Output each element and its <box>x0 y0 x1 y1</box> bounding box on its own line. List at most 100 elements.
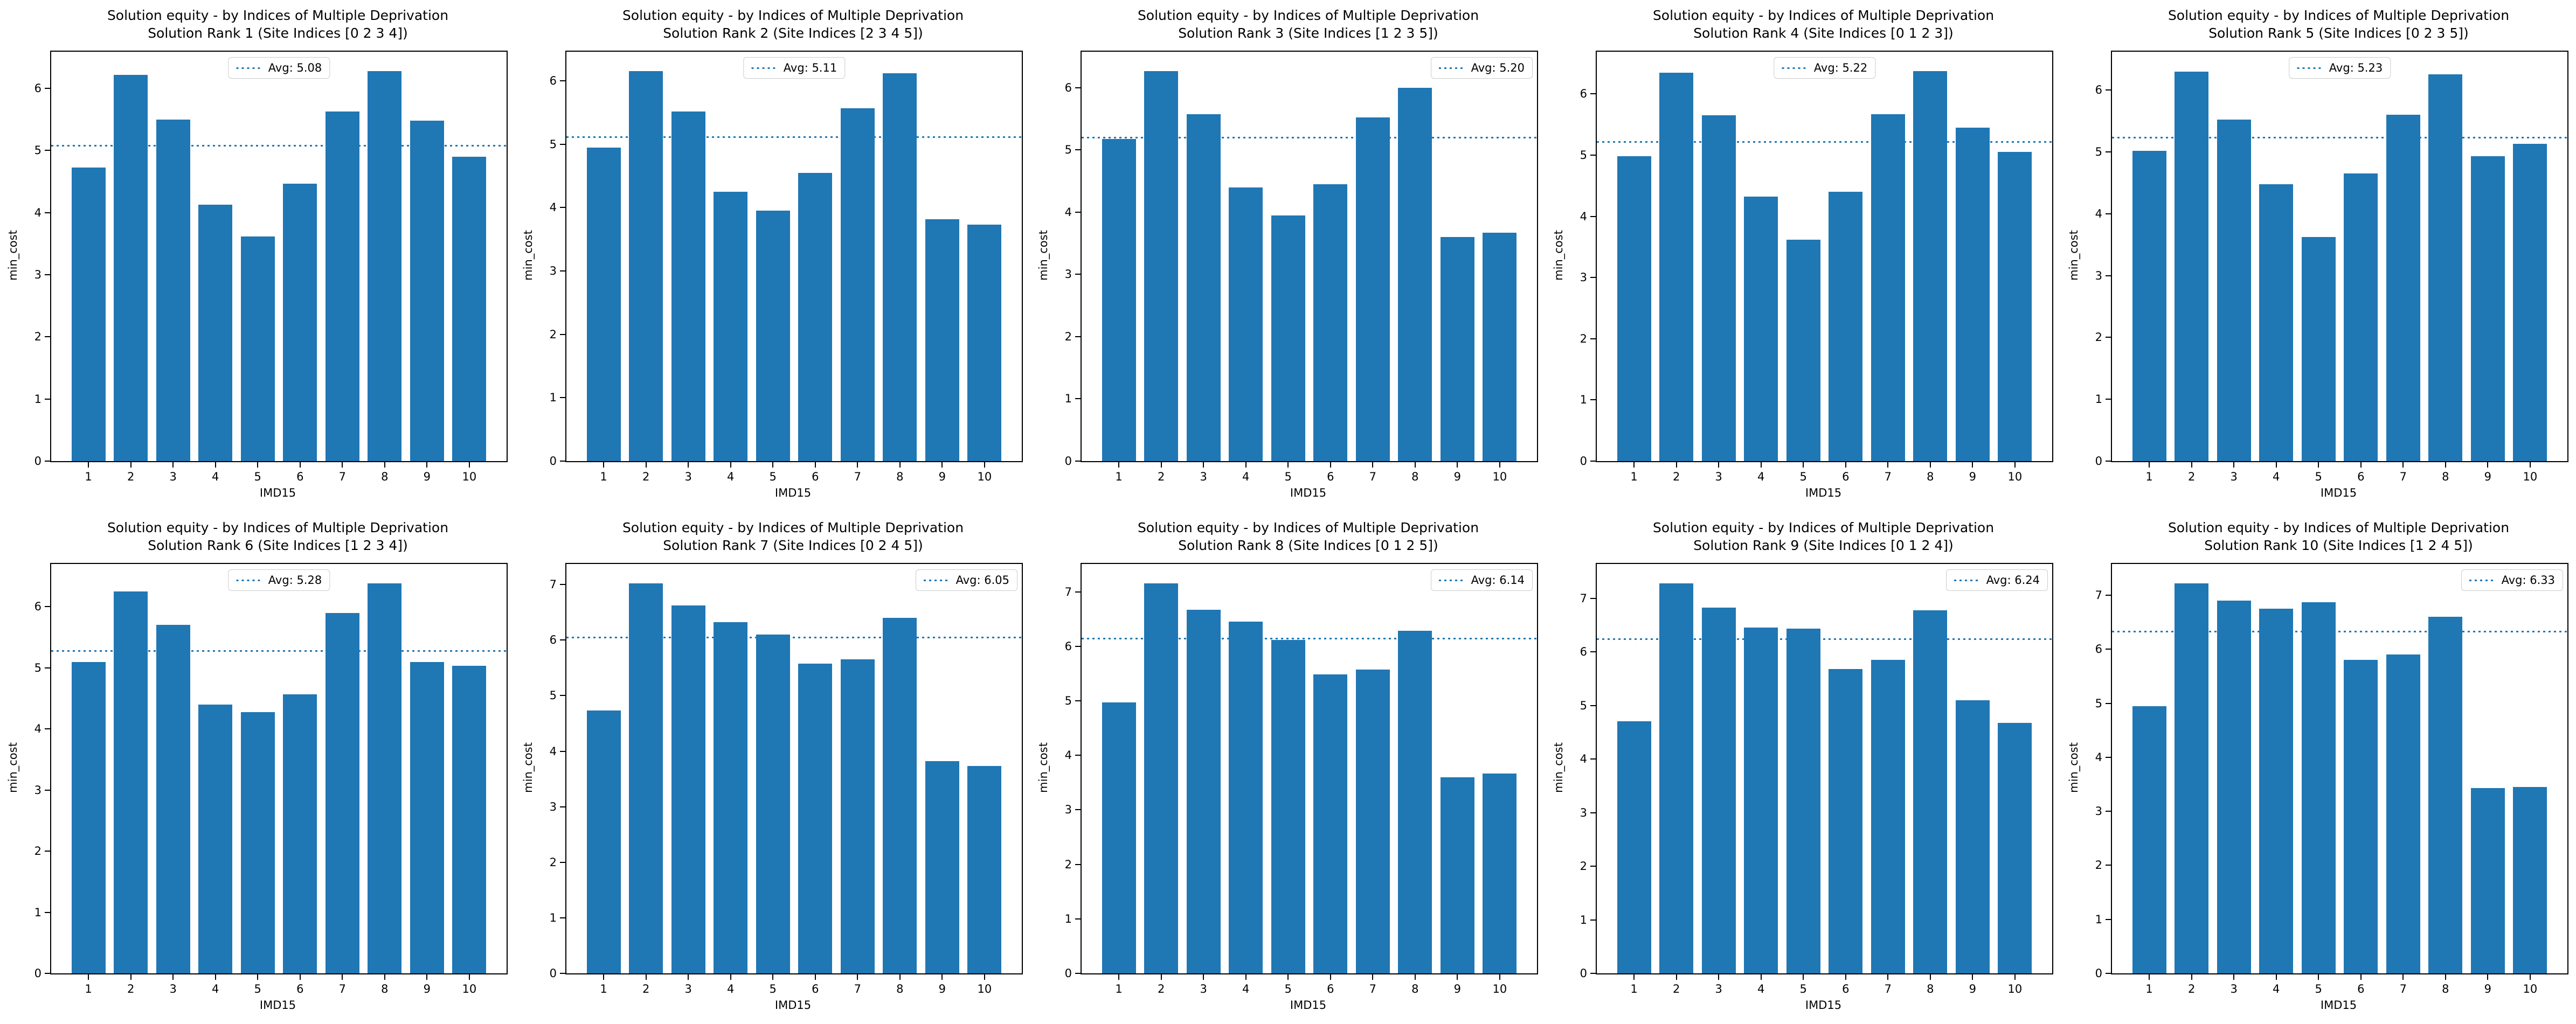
x-tick <box>2318 462 2319 468</box>
x-tick-label: 7 <box>1369 983 1376 995</box>
y-tick-label: 1 <box>1064 912 1072 925</box>
legend: Avg: 5.23 <box>2288 57 2391 79</box>
bar <box>1229 187 1263 461</box>
y-tick <box>560 333 565 335</box>
bar <box>2301 602 2336 973</box>
bar <box>2175 583 2209 973</box>
x-tick <box>1245 974 1247 980</box>
x-tick <box>214 462 216 468</box>
avg-line <box>51 144 507 147</box>
y-tick-label: 1 <box>1580 393 1587 407</box>
x-tick <box>2014 462 2016 468</box>
y-tick-label: 0 <box>1064 967 1072 980</box>
y-tick-label: 4 <box>34 206 41 219</box>
axes: 0 1 2 3 4 5 6 7 1 2 3 4 5 6 7 8 9 10 Avg: 6.24 <box>1580 563 2053 995</box>
x-tick <box>172 462 174 468</box>
bar <box>2175 71 2209 461</box>
subplot-rank-4: Solution equity - by Indices of Multiple… <box>1546 0 2061 512</box>
x-tick-label: 7 <box>854 470 861 483</box>
subplot-rank-7: Solution equity - by Indices of Multiple… <box>515 512 1030 1024</box>
y-tick <box>2106 213 2111 214</box>
y-tick-label: 3 <box>2095 269 2102 282</box>
bar <box>1744 197 1778 461</box>
x-tick-label: 8 <box>381 470 389 483</box>
chart-title-line1: Solution equity - by Indices of Multiple… <box>1137 8 1479 23</box>
y-tick-label: 1 <box>549 391 557 405</box>
bar <box>756 211 790 461</box>
bar <box>198 704 233 973</box>
bar <box>1440 777 1474 973</box>
x-tick <box>1675 462 1677 468</box>
y-tick <box>560 973 565 974</box>
bar <box>198 204 233 461</box>
y-tick <box>1590 338 1596 339</box>
x-tick-label: 7 <box>1369 470 1376 483</box>
bar <box>1913 610 1948 973</box>
x-tick-label: 8 <box>1411 470 1419 483</box>
x-tick <box>1499 974 1500 980</box>
y-tick <box>2106 811 2111 812</box>
bar <box>925 761 959 973</box>
bar <box>1102 138 1136 461</box>
x-tick <box>1845 462 1846 468</box>
chart-title: Solution equity - by Indices of Multiple… <box>1081 519 1536 554</box>
y-tick <box>560 639 565 641</box>
y-tick <box>560 584 565 586</box>
x-tick-label: 8 <box>896 470 904 483</box>
y-tick <box>1075 149 1081 151</box>
x-tick-label: 10 <box>2007 470 2023 483</box>
bar <box>1786 239 1820 461</box>
bar <box>240 712 275 973</box>
y-tick-label: 3 <box>1064 268 1072 281</box>
y-tick-label: 4 <box>2095 750 2102 764</box>
x-tick-label: 6 <box>1842 470 1850 483</box>
bar <box>1186 610 1221 973</box>
y-axis-label: min_cost <box>522 742 535 793</box>
bar <box>114 74 148 461</box>
x-tick <box>730 974 731 980</box>
y-tick-label: 1 <box>1064 392 1072 406</box>
x-tick <box>1287 462 1289 468</box>
y-tick <box>2106 756 2111 758</box>
x-tick-label: 2 <box>1157 470 1165 483</box>
avg-line <box>566 136 1022 138</box>
y-tick-label: 6 <box>34 82 41 95</box>
x-tick <box>1329 462 1331 468</box>
bar <box>1659 72 1694 461</box>
x-tick-label: 2 <box>1672 983 1680 995</box>
y-tick-label: 2 <box>2095 859 2102 872</box>
x-tick <box>2529 974 2531 980</box>
y-tick-label: 1 <box>1580 913 1587 927</box>
x-tick-label: 5 <box>254 983 261 995</box>
x-tick <box>1329 974 1331 980</box>
x-tick-label: 1 <box>600 470 607 483</box>
y-tick-label: 7 <box>2095 589 2102 602</box>
y-tick <box>2106 89 2111 91</box>
y-tick-label: 4 <box>1580 753 1587 766</box>
y-tick-label: 0 <box>1580 455 1587 468</box>
y-tick-label: 2 <box>1580 332 1587 345</box>
subplot-rank-10: Solution equity - by Indices of Multiple… <box>2061 512 2576 1024</box>
y-tick <box>1075 461 1081 462</box>
y-tick-label: 6 <box>1580 87 1587 101</box>
x-tick-label: 3 <box>684 470 692 483</box>
y-tick-label: 4 <box>1064 205 1072 219</box>
legend: Avg: 6.33 <box>2461 569 2563 591</box>
y-tick <box>560 397 565 399</box>
x-tick <box>2445 462 2446 468</box>
chart-title: Solution equity - by Indices of Multiple… <box>1081 6 1536 42</box>
bar <box>71 167 106 461</box>
x-tick <box>603 974 605 980</box>
avg-line <box>51 650 507 652</box>
x-tick <box>299 462 301 468</box>
x-axis-label: IMD15 <box>1290 486 1327 499</box>
x-tick <box>88 974 89 980</box>
y-tick <box>560 861 565 863</box>
axes: 0 1 2 3 4 5 6 1 2 3 4 5 6 7 8 9 10 Avg: 5.11 <box>550 51 1023 483</box>
x-tick <box>1803 974 1804 980</box>
y-tick <box>1075 918 1081 919</box>
x-tick-label: 4 <box>1242 983 1250 995</box>
y-tick <box>45 212 50 213</box>
x-axis-label: IMD15 <box>259 999 296 1012</box>
y-tick-label: 5 <box>34 661 41 674</box>
